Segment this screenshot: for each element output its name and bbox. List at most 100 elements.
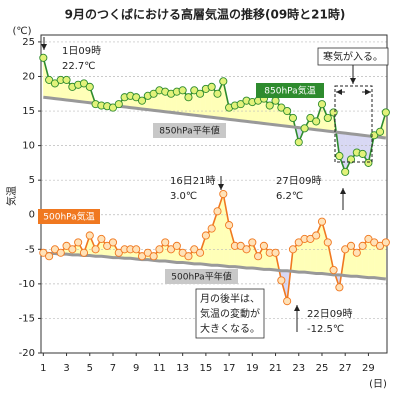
point: [207, 224, 216, 233]
point: [79, 79, 89, 88]
chart-title: 9月のつくばにおける高層気温の推移(09時と21時): [65, 7, 346, 22]
point: [213, 207, 222, 216]
cold-box: [334, 85, 373, 163]
point: [219, 189, 228, 199]
y-tick-label: 0: [29, 210, 35, 221]
point: [375, 127, 385, 136]
series-label-box: [165, 269, 238, 284]
point: [62, 75, 71, 84]
series-label-box: [38, 209, 100, 224]
annotation: 22日09時: [307, 308, 352, 320]
point: [207, 82, 216, 91]
y-tick-label: -20: [19, 348, 35, 359]
point: [242, 245, 251, 254]
annotation: 16日21時: [170, 175, 215, 187]
point: [178, 248, 187, 257]
point: [39, 53, 48, 62]
annotation: 22.7℃: [62, 61, 96, 72]
point: [56, 248, 65, 257]
arrow-head: [218, 184, 224, 190]
point: [248, 238, 257, 247]
point: [114, 100, 123, 109]
y-tick-label: 10: [22, 141, 35, 152]
annotation: 気温の変動が: [200, 307, 260, 320]
point: [335, 283, 344, 292]
series-label-box: [153, 123, 226, 138]
x-unit: (日): [369, 379, 387, 390]
point: [114, 248, 123, 257]
point: [149, 89, 158, 98]
annotation: 1日09時: [62, 45, 101, 57]
point: [50, 79, 59, 88]
point: [236, 100, 245, 109]
point: [271, 96, 280, 105]
arrow-head: [41, 44, 47, 50]
point: [271, 248, 280, 257]
y-tick-label: -5: [25, 244, 35, 255]
annotation: 寒気が入る。: [323, 50, 383, 63]
arrow-head: [340, 188, 346, 194]
point: [283, 106, 292, 116]
arrow-head: [294, 305, 300, 311]
point: [288, 113, 298, 123]
point: [97, 234, 106, 243]
annotation-box: [195, 288, 265, 339]
point: [184, 252, 193, 261]
point: [317, 217, 327, 226]
y-tick-label: 5: [29, 175, 35, 186]
y-tick-label: -15: [19, 313, 35, 324]
point: [108, 103, 118, 112]
point: [236, 241, 245, 250]
point: [358, 149, 367, 158]
point: [137, 252, 147, 261]
deviation-fill: [304, 238, 311, 273]
point: [346, 155, 356, 164]
point: [294, 138, 303, 147]
point: [300, 124, 309, 133]
point: [85, 231, 94, 240]
x-tick-label: 25: [316, 363, 329, 374]
point: [50, 245, 59, 254]
point: [91, 245, 100, 254]
annotation: 3.0℃: [170, 191, 197, 202]
point: [364, 234, 373, 243]
point: [196, 248, 205, 257]
point: [335, 151, 344, 161]
point: [381, 238, 390, 247]
point: [329, 108, 338, 117]
arrow-head: [365, 89, 371, 95]
point: [323, 113, 332, 123]
x-tick-label: 3: [63, 363, 69, 374]
plot-frame: [40, 34, 388, 354]
point: [225, 221, 234, 230]
annotation: 月の後半は、: [200, 292, 260, 305]
point: [39, 248, 48, 257]
x-tick-label: 19: [246, 363, 259, 374]
point: [196, 89, 205, 98]
annotation: 27日09時: [276, 175, 321, 187]
point: [45, 252, 54, 261]
point: [306, 234, 315, 243]
point: [341, 167, 350, 176]
annotation: 大きくなる。: [200, 322, 260, 335]
point: [68, 245, 77, 254]
annotation: 6.2℃: [276, 191, 303, 202]
x-tick-label: 5: [87, 363, 93, 374]
point: [329, 265, 338, 275]
series-label: 850hPa気温: [264, 85, 315, 97]
point: [178, 86, 187, 95]
point: [364, 158, 373, 167]
point: [358, 241, 367, 250]
point: [190, 86, 199, 95]
point: [352, 248, 361, 257]
series-label: 850hPa平年値: [159, 125, 219, 137]
point: [166, 245, 176, 254]
point: [213, 89, 222, 98]
arrow-head: [336, 89, 342, 95]
point: [294, 238, 303, 247]
point: [85, 82, 94, 91]
point: [381, 108, 390, 117]
x-tick-label: 9: [133, 363, 139, 374]
y-unit: (℃): [12, 26, 31, 37]
